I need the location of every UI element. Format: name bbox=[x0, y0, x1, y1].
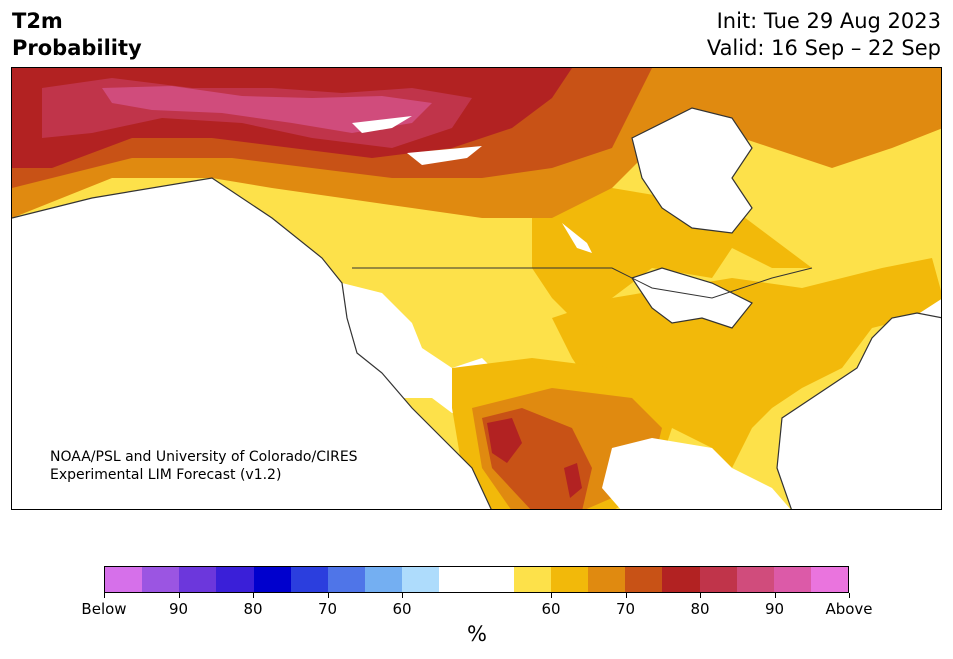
colorbar-tick-mark bbox=[849, 593, 850, 598]
colorbar-tick-mark bbox=[625, 593, 627, 598]
colorbar-segment bbox=[810, 567, 849, 592]
colorbar-tick-label: 90 bbox=[764, 600, 785, 618]
colorbar-segment bbox=[625, 567, 663, 592]
colorbar-tick-label: 60 bbox=[392, 600, 412, 618]
east-coastline bbox=[776, 312, 941, 509]
lake-winnipeg bbox=[562, 223, 592, 253]
us-canada-border bbox=[352, 267, 813, 299]
colorbar-segment bbox=[216, 567, 254, 592]
colorbar-tick-mark bbox=[178, 593, 180, 598]
great-bear-lake bbox=[352, 116, 412, 133]
hudson-bay bbox=[631, 107, 753, 234]
colorbar-tick-mark bbox=[700, 593, 701, 598]
colorbar-segment bbox=[290, 567, 328, 592]
colorbar-tick-mark bbox=[774, 593, 776, 598]
colorbar-tick-label: Below bbox=[81, 600, 127, 618]
colorbar-tick-label: 80 bbox=[690, 600, 710, 618]
atlantic-ocean bbox=[777, 313, 941, 509]
colorbar-segment bbox=[253, 567, 291, 592]
colorbar-segment bbox=[402, 567, 440, 592]
init-date: Init: Tue 29 Aug 2023 bbox=[716, 9, 941, 33]
credit-line2: Experimental LIM Forecast (v1.2) bbox=[50, 467, 282, 483]
map-svg bbox=[12, 68, 941, 509]
colorbar-tick-mark bbox=[104, 593, 105, 598]
coastline bbox=[12, 177, 492, 509]
colorbar-tick-mark bbox=[327, 593, 329, 598]
title-type: Probability bbox=[12, 36, 142, 60]
gulf-of-mexico bbox=[602, 438, 791, 509]
colorbar-tick-label: 70 bbox=[615, 600, 636, 618]
colorbar-tick-mark bbox=[402, 593, 403, 598]
map-title: T2m Probability bbox=[12, 8, 142, 62]
colorbar-tick-mark bbox=[253, 593, 254, 598]
colorbar-segment bbox=[439, 567, 477, 592]
colorbar-segment bbox=[327, 567, 366, 592]
region-80-south-texas bbox=[564, 463, 582, 498]
region-80-texas bbox=[487, 418, 522, 463]
title-variable: T2m bbox=[12, 9, 63, 33]
colorbar-tick-label: Above bbox=[825, 600, 873, 618]
great-lakes bbox=[631, 267, 753, 329]
colorbar-segment bbox=[699, 567, 737, 592]
colorbar-segment bbox=[476, 567, 514, 592]
valid-range: Valid: 16 Sep – 22 Sep bbox=[706, 36, 941, 60]
colorbar-tick-label: 60 bbox=[541, 600, 561, 618]
colorbar-segment bbox=[365, 567, 403, 592]
colorbar-unit: % bbox=[467, 622, 487, 646]
credit-line1: NOAA/PSL and University of Colorado/CIRE… bbox=[50, 449, 358, 465]
colorbar-segment bbox=[550, 567, 589, 592]
colorbar-segment bbox=[773, 567, 811, 592]
credit-text: NOAA/PSL and University of Colorado/CIRE… bbox=[50, 448, 358, 484]
colorbar-tick-label: 80 bbox=[243, 600, 263, 618]
colorbar-tick-mark bbox=[551, 593, 552, 598]
probability-map: NOAA/PSL and University of Colorado/CIRE… bbox=[11, 67, 942, 510]
colorbar-segment bbox=[142, 567, 180, 592]
colorbar-segment bbox=[513, 567, 551, 592]
colorbar bbox=[104, 566, 849, 593]
colorbar-segment bbox=[105, 567, 143, 592]
region-90-alaska bbox=[102, 86, 432, 133]
colorbar-tick-label: 70 bbox=[317, 600, 338, 618]
colorbar-segment bbox=[662, 567, 700, 592]
colorbar-segment bbox=[588, 567, 626, 592]
pacific-ocean bbox=[12, 178, 492, 509]
colorbar-segment bbox=[179, 567, 217, 592]
colorbar-tick-label: 90 bbox=[168, 600, 189, 618]
great-slave-lake bbox=[407, 146, 482, 165]
forecast-dates: Init: Tue 29 Aug 2023 Valid: 16 Sep – 22… bbox=[707, 8, 941, 62]
colorbar-segment bbox=[736, 567, 774, 592]
